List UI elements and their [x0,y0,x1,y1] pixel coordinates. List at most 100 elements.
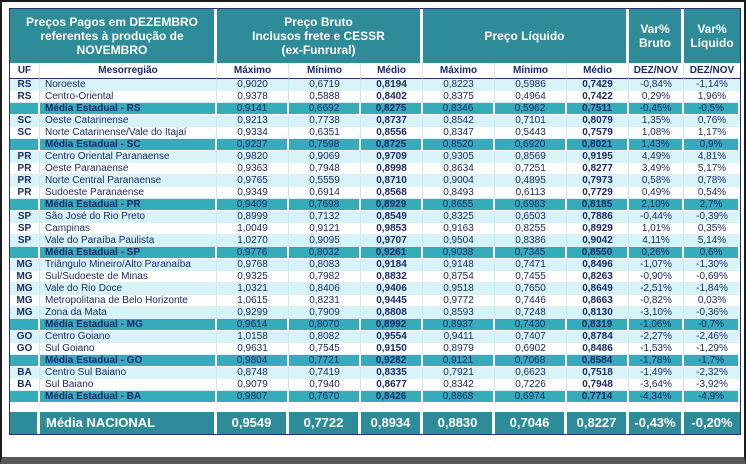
value-cell: 0,8325 [423,211,496,223]
column-header-liquido-maximo: Máximo [423,63,496,79]
value-cell: 0,8725 [361,139,424,151]
column-header-bruto-maximo: Máximo [217,63,289,79]
var-gross-header: Var% Bruto [629,9,685,63]
value-cell: 0,8655 [423,199,496,211]
value-cell: 5,14% [684,235,741,247]
table-row: SP São José do Rio Preto 0,8999 0,7132 0,854… [10,211,741,223]
value-cell: 1,17% [684,127,741,139]
value-cell: 0,7721 [289,355,361,367]
value-cell: -2,46% [684,331,741,343]
value-cell: 0,7714 [567,391,630,403]
value-cell: 0,7430 [495,319,568,331]
region-cell: Centro Goiano [40,331,217,343]
value-cell: 1,96% [684,91,741,103]
value-cell: -0,5% [684,103,741,115]
value-cell: 0,5888 [289,91,361,103]
uf-cell [10,247,40,259]
value-cell: 0,6692 [289,103,361,115]
region-cell: Zona da Mata [40,307,217,319]
value-cell: 0,9504 [423,235,496,247]
value-cell: 0,8194 [361,79,424,91]
region-cell: Oeste Paranaense [40,163,217,175]
value-cell: 0,8979 [423,343,496,355]
value-cell: 0,8569 [495,151,568,163]
region-cell: Norte Central Paranaense [40,175,217,187]
value-cell: 0,9121 [423,355,496,367]
column-header-var-bruto: DEZ/NOV [629,63,685,79]
national-value-cell: 0,8934 [361,412,424,434]
value-cell: 0,8231 [289,295,361,307]
value-cell: 0,8347 [423,127,496,139]
region-cell: Norte Catarinense/Vale do Itajaí [40,127,217,139]
value-cell: 0,9213 [217,115,289,127]
table-row: PR Sudoeste Paranaense 0,9349 0,6914 0,8568 0… [10,187,741,199]
value-cell: 0,6351 [289,127,361,139]
value-cell: 0,7886 [567,211,630,223]
value-cell: -0,44% [629,211,685,223]
value-cell: 0,9150 [361,343,424,355]
value-cell: 0,03% [684,295,741,307]
value-cell: 0,7511 [567,103,630,115]
value-cell: 0,9518 [423,283,496,295]
value-cell: 0,9707 [361,235,424,247]
state-average-row: Média Estadual - MG 0,9614 0,8070 0,8992 0,8… [10,319,741,331]
value-cell: 0,7471 [495,259,568,271]
value-cell: 4,49% [629,151,685,163]
value-cell: 0,7940 [289,379,361,391]
value-cell: -2,27% [629,331,685,343]
value-cell: -4,34% [629,391,685,403]
value-cell: 0,8937 [423,319,496,331]
region-cell: Triângulo Mineiro/Alto Paranaíba [40,259,217,271]
spacer-cell [423,403,496,412]
value-cell: -1,49% [629,367,685,379]
value-cell: -4,9% [684,391,741,403]
value-cell: 0,8737 [361,115,424,127]
value-cell: 0,9121 [289,223,361,235]
value-cell: 0,6914 [289,187,361,199]
value-cell: 0,8406 [289,283,361,295]
value-cell: 0,8346 [423,103,496,115]
uf-cell: SP [10,235,40,247]
value-cell: 0,9776 [217,247,289,259]
spacer-cell [40,403,217,412]
value-cell: 0,8032 [289,247,361,259]
region-cell: Sul/Sudoeste de Minas [40,271,217,283]
value-cell: 0,6113 [495,187,568,199]
uf-cell [10,412,40,434]
region-cell: Metropolitana de Belo Horizonte [40,295,217,307]
uf-cell: PR [10,151,40,163]
region-cell: Média Estadual - BA [40,391,217,403]
value-cell: 0,8520 [423,139,496,151]
milk-price-table: Preços Pagos em DEZEMBRO referentes à pr… [10,9,741,434]
table-row: BA Centro Sul Baiano 0,8748 0,7419 0,8335 0,7… [10,367,741,379]
value-cell: 0,7948 [567,379,630,391]
value-cell: 0,9445 [361,295,424,307]
value-cell: 0,7251 [495,163,568,175]
uf-cell: MG [10,307,40,319]
value-cell: 0,9237 [217,139,289,151]
column-header-row: UF Mesorregião Máximo Mínimo Médio Máxim… [10,63,741,79]
value-cell: -0,39% [684,211,741,223]
column-header-mesorregiao: Mesorregião [40,63,217,79]
column-header-uf: UF [10,63,40,79]
value-cell: 0,9631 [217,343,289,355]
value-cell: 0,9004 [423,175,496,187]
value-cell: 0,6% [684,247,741,259]
value-cell: 0,8998 [361,163,424,175]
title-line-2: referentes à produção de [40,29,184,43]
state-average-row: Média Estadual - GO 0,9804 0,7721 0,9282 0,9… [10,355,741,367]
value-cell: 0,6983 [495,199,568,211]
value-cell: 0,8277 [567,163,630,175]
value-cell: 0,8808 [361,307,424,319]
value-cell: 0,9772 [423,295,496,307]
value-cell: 0,8568 [361,187,424,199]
value-cell: -1,07% [629,259,685,271]
uf-cell: PR [10,187,40,199]
region-cell: Centro Sul Baiano [40,367,217,379]
table-title: Preços Pagos em DEZEMBRO referentes à pr… [10,9,217,63]
gross-price-header: Preço Bruto Inclusos frete e CESSR (ex-F… [217,9,424,63]
value-cell: 0,7068 [495,355,568,367]
value-cell: 0,9614 [217,319,289,331]
value-cell: 0,8263 [567,271,630,283]
value-cell: -1,7% [684,355,741,367]
